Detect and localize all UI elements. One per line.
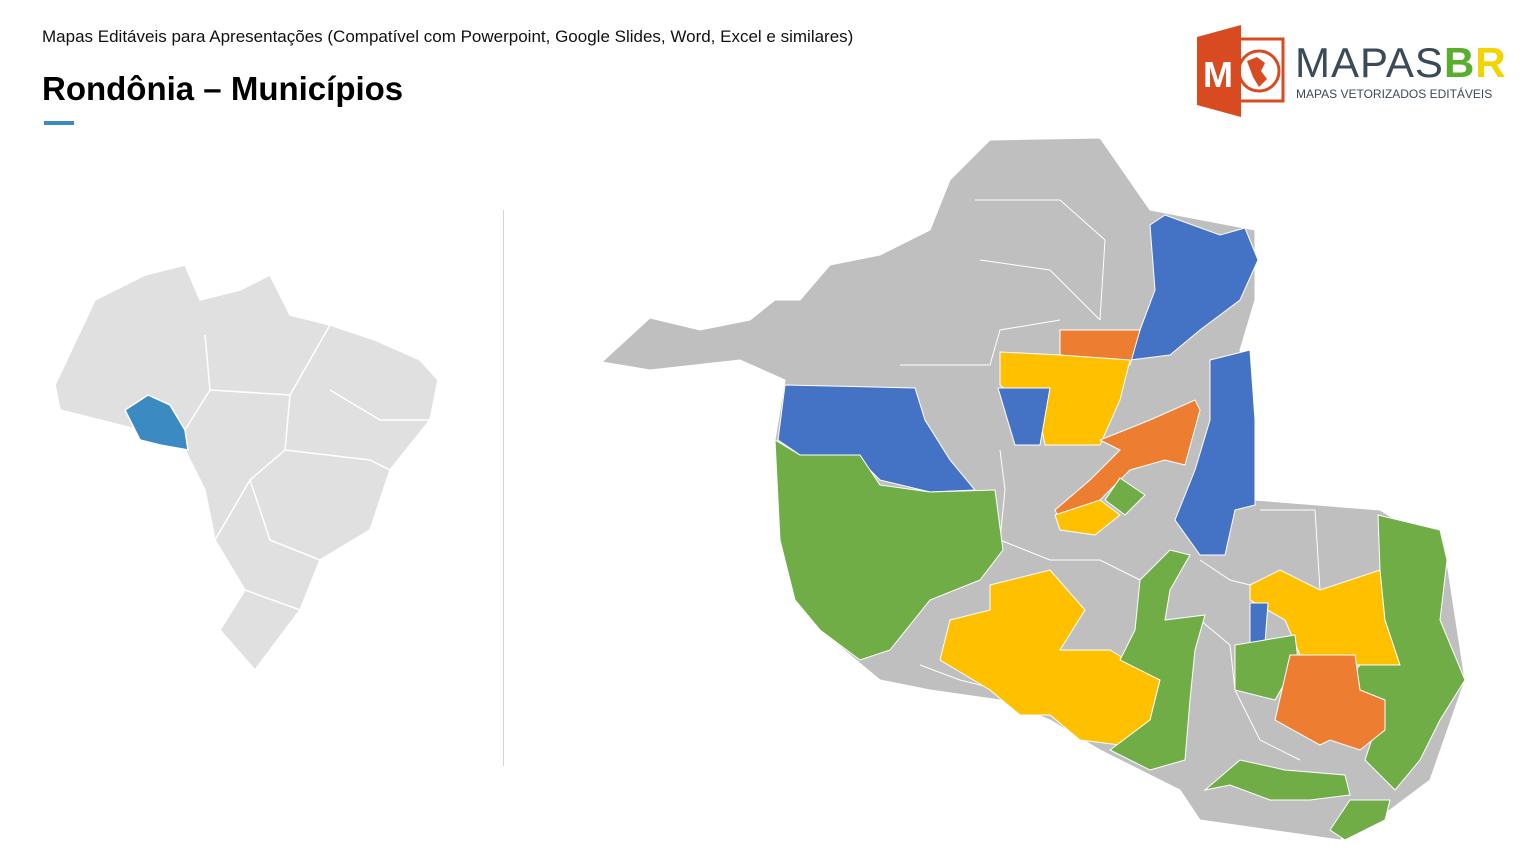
municipality-blue-small-north[interactable]	[997, 387, 1051, 446]
brand-name: MAPASBR	[1295, 39, 1507, 86]
rondonia-municipalities-map	[600, 137, 1466, 841]
municipality-blue-tiny[interactable]	[1249, 602, 1269, 644]
municipality-blue-east[interactable]	[1174, 349, 1256, 556]
municipality-blue-northeast[interactable]	[1129, 214, 1259, 361]
brazil-locator-map	[54, 264, 439, 672]
divider	[503, 210, 504, 766]
logo-icon: M	[1197, 25, 1285, 117]
title-accent-bar	[44, 121, 74, 125]
brand-tagline: MAPAS VETORIZADOS EDITÁVEIS	[1296, 87, 1493, 101]
municipality-green-east[interactable]	[1339, 514, 1466, 791]
brazil-outline	[54, 264, 439, 672]
svg-text:M: M	[1203, 54, 1233, 95]
slide-subtitle: Mapas Editáveis para Apresentações (Comp…	[42, 27, 854, 46]
page-title: Rondônia – Municípios	[42, 70, 404, 107]
municipality-green-central[interactable]	[1109, 549, 1206, 771]
rondonia-highlight[interactable]	[124, 394, 189, 451]
municipality-yellow-small[interactable]	[1054, 499, 1121, 536]
municipality-green-south[interactable]	[1203, 759, 1351, 801]
municipality-green-west[interactable]	[774, 439, 1004, 661]
municipality-green-southeast[interactable]	[1329, 799, 1391, 841]
municipality-yellow-southwest[interactable]	[939, 569, 1161, 746]
municipality-orange-east[interactable]	[1274, 654, 1386, 751]
mapasbr-logo: M MAPASBR MAPAS VETORIZADOS EDITÁVEIS	[1195, 25, 1507, 117]
municipality-green-small[interactable]	[1104, 477, 1146, 516]
